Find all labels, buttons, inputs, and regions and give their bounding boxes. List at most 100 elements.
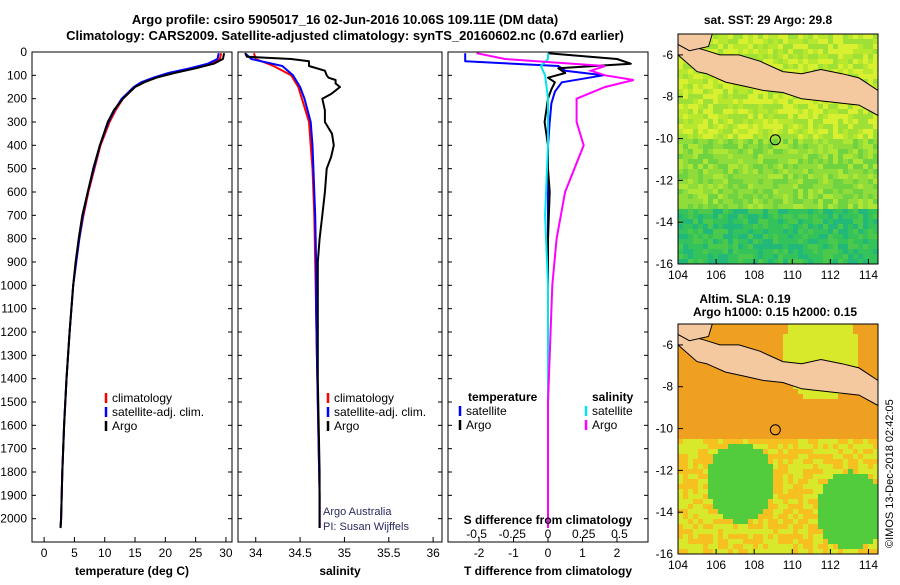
- map-pixel: [773, 179, 778, 184]
- map-pixel: [713, 134, 718, 139]
- map-pixel: [688, 419, 693, 424]
- map-pixel: [788, 189, 793, 194]
- map-pixel: [678, 429, 683, 434]
- map-pixel: [838, 464, 843, 469]
- map-pixel: [733, 124, 738, 129]
- map-pixel: [853, 74, 858, 79]
- map-pixel: [873, 324, 878, 329]
- map-pixel: [718, 114, 723, 119]
- map-pixel: [868, 74, 873, 79]
- map-pixel: [693, 254, 698, 259]
- map-pixel: [798, 69, 803, 74]
- map-pixel: [718, 524, 723, 529]
- map-pixel: [833, 39, 838, 44]
- map-pixel: [863, 429, 868, 434]
- s-tick-label: 0.25: [572, 527, 596, 541]
- map-pixel: [738, 194, 743, 199]
- map-pixel: [693, 79, 698, 84]
- map-pixel: [873, 329, 878, 334]
- map-pixel: [773, 184, 778, 189]
- map-pixel: [803, 394, 808, 399]
- map-pixel: [768, 104, 773, 109]
- map-pixel: [743, 124, 748, 129]
- map-pixel: [788, 229, 793, 234]
- map-pixel: [733, 229, 738, 234]
- map-pixel: [698, 229, 703, 234]
- map-pixel: [713, 509, 718, 514]
- map-pixel: [853, 39, 858, 44]
- map-pixel: [683, 454, 688, 459]
- map-pixel: [783, 419, 788, 424]
- map-pixel: [738, 139, 743, 144]
- map-pixel: [693, 514, 698, 519]
- map-pixel: [763, 549, 768, 554]
- map-pixel: [818, 549, 823, 554]
- s-tick-label: -0.5: [466, 527, 487, 541]
- map-pixel: [858, 34, 863, 39]
- map-pixel: [763, 59, 768, 64]
- map-pixel: [843, 354, 848, 359]
- map-pixel: [863, 439, 868, 444]
- map-pixel: [753, 524, 758, 529]
- map-pixel: [768, 144, 773, 149]
- map-pixel: [683, 529, 688, 534]
- map-pixel: [868, 119, 873, 124]
- map-pixel: [753, 549, 758, 554]
- map-pixel: [748, 494, 753, 499]
- map-pixel: [723, 544, 728, 549]
- map-pixel: [738, 464, 743, 469]
- map-pixel: [753, 499, 758, 504]
- map-pixel: [858, 429, 863, 434]
- map-pixel: [833, 259, 838, 264]
- map-pixel: [678, 134, 683, 139]
- map-pixel: [743, 539, 748, 544]
- map-pixel: [873, 434, 878, 439]
- map-pixel: [748, 244, 753, 249]
- map-pixel: [843, 549, 848, 554]
- map-pixel: [708, 464, 713, 469]
- sla-subtitle: Argo h1000: 0.15 h2000: 0.15: [693, 305, 857, 319]
- map-pixel: [838, 244, 843, 249]
- map-pixel: [823, 519, 828, 524]
- map-pixel: [703, 74, 708, 79]
- map-pixel: [703, 84, 708, 89]
- map-pixel: [803, 69, 808, 74]
- map-pixel: [723, 379, 728, 384]
- map-pixel: [793, 499, 798, 504]
- map-pixel: [723, 464, 728, 469]
- map-pixel: [678, 59, 683, 64]
- map-pixel: [798, 389, 803, 394]
- map-pixel: [843, 149, 848, 154]
- map-pixel: [833, 424, 838, 429]
- map-pixel: [848, 229, 853, 234]
- map-pixel: [743, 484, 748, 489]
- map-pixel: [783, 39, 788, 44]
- x-tick-label: 20: [159, 546, 173, 560]
- map-pixel: [833, 429, 838, 434]
- map-pixel: [788, 344, 793, 349]
- map-pixel: [758, 39, 763, 44]
- map-pixel: [778, 349, 783, 354]
- map-pixel: [813, 124, 818, 129]
- map-pixel: [863, 549, 868, 554]
- map-pixel: [858, 104, 863, 109]
- map-pixel: [778, 134, 783, 139]
- map-pixel: [788, 219, 793, 224]
- map-pixel: [798, 449, 803, 454]
- map-pixel: [868, 259, 873, 264]
- map-pixel: [703, 224, 708, 229]
- map-pixel: [693, 124, 698, 129]
- map-pixel: [868, 539, 873, 544]
- map-pixel: [733, 524, 738, 529]
- map-pixel: [843, 334, 848, 339]
- map-pixel: [808, 499, 813, 504]
- map-pixel: [713, 369, 718, 374]
- map-pixel: [828, 464, 833, 469]
- map-pixel: [773, 329, 778, 334]
- map-pixel: [873, 194, 878, 199]
- map-pixel: [788, 394, 793, 399]
- map-pixel: [863, 49, 868, 54]
- map-pixel: [848, 219, 853, 224]
- map-pixel: [858, 364, 863, 369]
- map-pixel: [793, 144, 798, 149]
